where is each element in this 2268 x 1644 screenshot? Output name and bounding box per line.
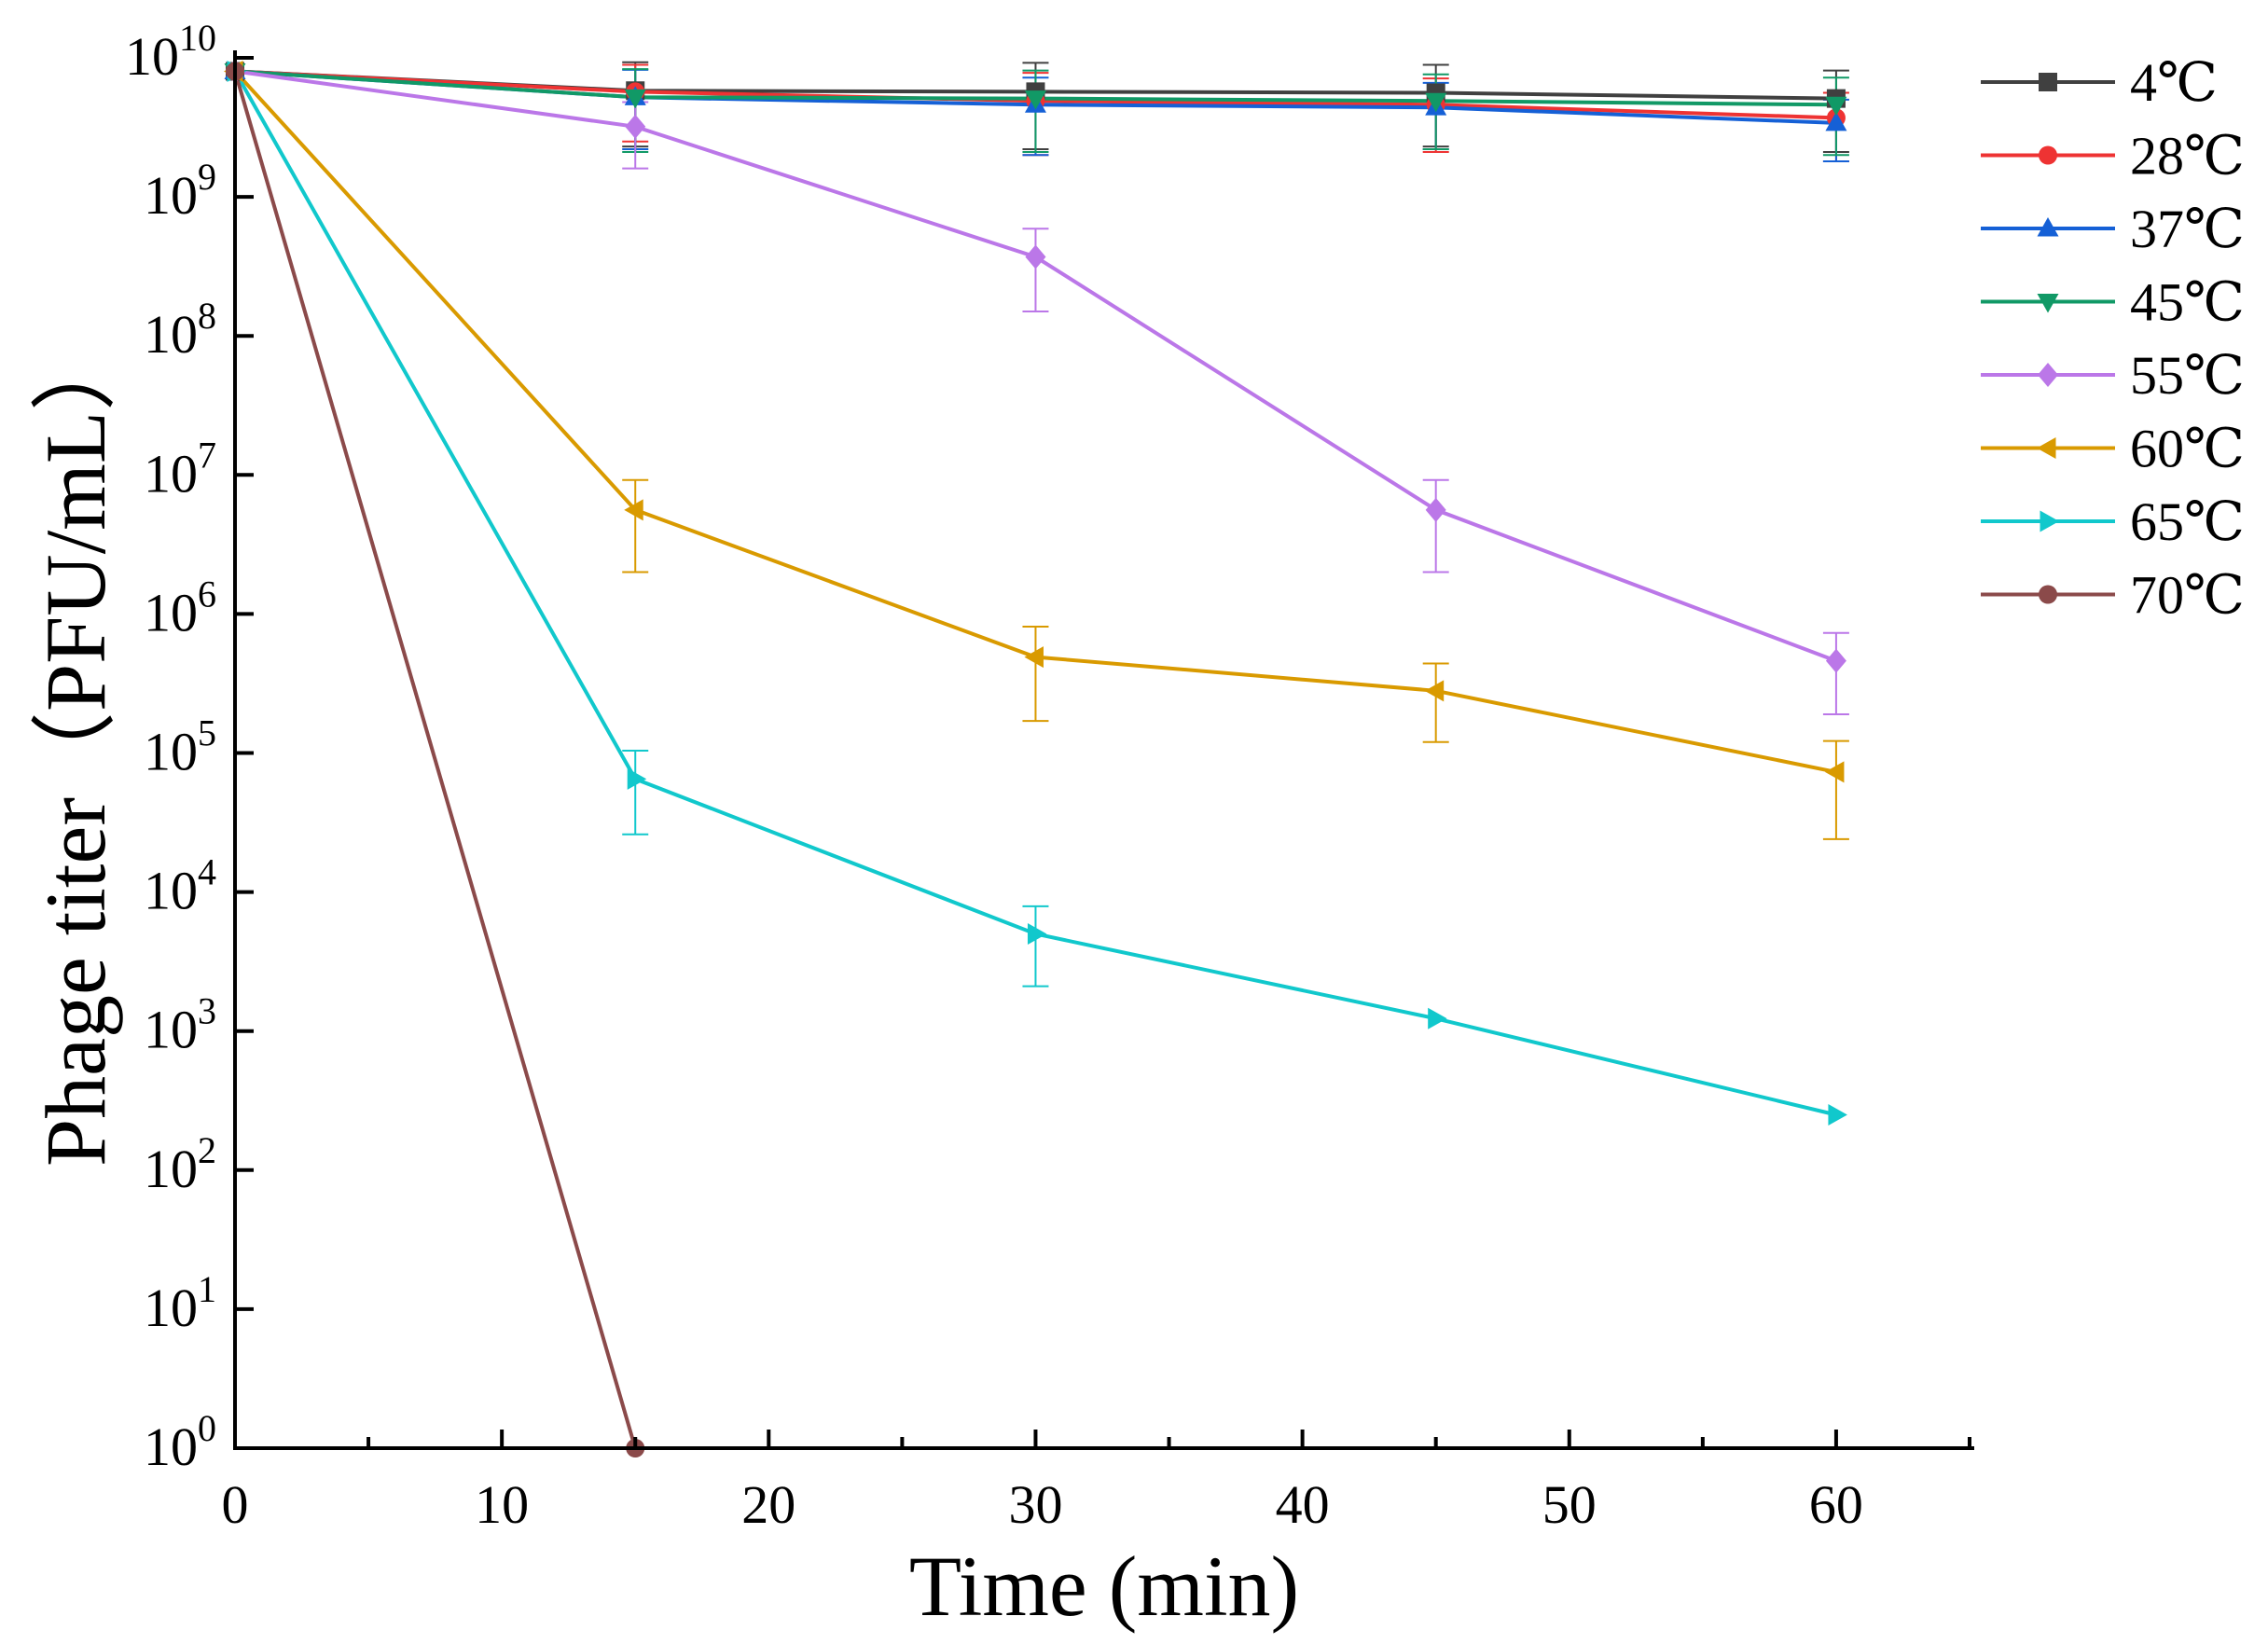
- series-5-error-bar: [1822, 631, 1849, 715]
- y-tick-label: 103: [144, 990, 216, 1060]
- series-7-legend-marker: [2040, 510, 2059, 532]
- series-4-point: [1825, 96, 1847, 117]
- series-7-legend-label: 65℃: [2130, 491, 2245, 552]
- series-4-point: [1425, 92, 1447, 113]
- x-tick-label: 0: [222, 1474, 249, 1535]
- x-tick-label: 30: [1008, 1474, 1062, 1535]
- y-axis-title: Phage titer（PFU/mL）: [28, 325, 123, 1167]
- series-6-error-bar: [622, 478, 649, 573]
- series-3-point: [1825, 111, 1847, 131]
- series-5-legend-label: 55℃: [2130, 345, 2245, 406]
- y-tick-label: 107: [144, 434, 216, 504]
- series-2-legend-marker: [2039, 145, 2057, 165]
- axes: [233, 50, 1974, 1450]
- series-5-point: [1025, 244, 1046, 269]
- series-6-error-bar: [1822, 739, 1849, 840]
- series-7-point: [1828, 1103, 1847, 1126]
- series-3-legend-label: 37℃: [2130, 199, 2245, 259]
- legend: 4℃ 28℃ 37℃ 45℃ 55℃ 60℃ 65℃ 70℃: [1981, 52, 2245, 626]
- x-axis-title: Time (min): [909, 1539, 1299, 1634]
- series-7-error-bar: [622, 749, 649, 836]
- series-6-error-bar: [1422, 662, 1449, 743]
- x-tick-label: 20: [741, 1474, 795, 1535]
- ticks: [233, 56, 1971, 1450]
- series-7-error-bar: [1022, 905, 1049, 988]
- series-6-point: [1424, 680, 1445, 702]
- series-2-legend-label: 28℃: [2130, 126, 2245, 187]
- series-5-error-bar: [1422, 478, 1449, 573]
- y-tick-label: 100: [144, 1407, 216, 1477]
- series-7-point: [1027, 922, 1047, 945]
- series-1-legend-label: 4℃: [2130, 52, 2218, 113]
- y-tick-label: 102: [144, 1129, 216, 1199]
- series-5-point: [625, 114, 646, 139]
- x-tick-label: 50: [1542, 1474, 1597, 1535]
- series-markers: [224, 59, 1847, 1457]
- series-5-line: [234, 69, 1837, 663]
- y-tick-label: 108: [144, 295, 216, 365]
- series-6-legend-label: 60℃: [2130, 419, 2245, 479]
- series-3-legend-marker: [2037, 217, 2059, 237]
- x-tick-label: 10: [475, 1474, 529, 1535]
- error-bars: [622, 61, 1849, 988]
- series-7-point: [627, 767, 647, 790]
- series-6-point: [624, 499, 643, 521]
- y-tick-label: 104: [144, 851, 216, 921]
- series-5-error-bar: [1022, 228, 1049, 312]
- series-5-point: [1425, 497, 1446, 522]
- y-tick-label: 101: [144, 1268, 216, 1338]
- series-8-line: [233, 70, 638, 1449]
- series-8-legend-marker: [2039, 585, 2057, 604]
- series-6-point: [1024, 646, 1044, 669]
- series-7-point: [1428, 1007, 1447, 1029]
- series-4-legend-marker: [2037, 294, 2059, 313]
- series-5-legend-marker: [2038, 363, 2058, 387]
- x-tick-label: 40: [1276, 1474, 1330, 1535]
- y-tick-label: 106: [144, 573, 216, 642]
- series-6-point: [1824, 761, 1845, 783]
- series-4-legend-label: 45℃: [2130, 272, 2245, 333]
- y-tick-label: 105: [144, 712, 216, 782]
- series-6-error-bar: [1022, 626, 1049, 723]
- series-4-point: [1024, 90, 1046, 110]
- y-tick-label: 1010: [125, 17, 216, 87]
- series-5-point: [1825, 648, 1846, 673]
- x-tick-label: 60: [1809, 1474, 1863, 1535]
- series-4-point: [624, 89, 646, 109]
- tick-labels: 0 10 20 30 40 50 60 100 101 102 103 104 105 106 107 108…: [125, 17, 1863, 1535]
- series-6-legend-marker: [2037, 437, 2056, 459]
- series-1-legend-marker: [2039, 73, 2057, 91]
- y-tick-label: 109: [144, 156, 216, 226]
- series-8-legend-label: 70℃: [2130, 565, 2245, 626]
